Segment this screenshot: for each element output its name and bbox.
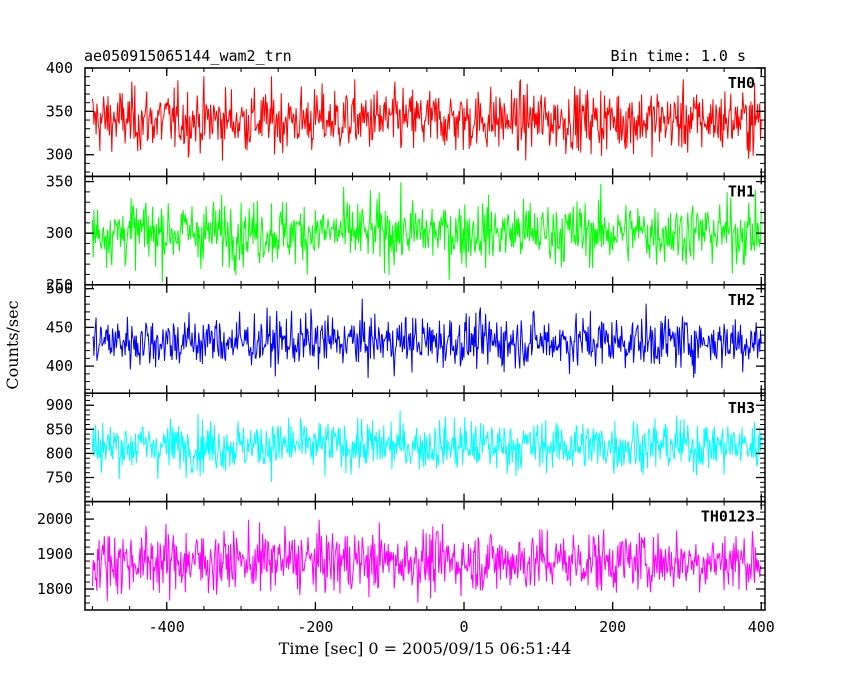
y-tick-label: 850: [46, 420, 73, 438]
series-line-th0123: [91, 519, 762, 603]
x-tick-label: 0: [460, 618, 469, 636]
x-tick-label: 400: [748, 618, 775, 636]
series-line-th1: [91, 182, 762, 283]
y-tick-label: 350: [46, 102, 73, 120]
panel-th2: 400 450 500 TH2: [46, 280, 766, 394]
y-axis-label: Counts/sec: [3, 300, 22, 389]
y-tick-label: 1800: [37, 580, 73, 598]
y-tick-label: 2000: [37, 510, 73, 528]
y-tick-label: 300: [46, 224, 73, 242]
x-axis: -400 -200 0 200 400: [149, 618, 775, 636]
y-tick-label: 800: [46, 444, 73, 462]
panel-th3: 750 800 850 900 TH3: [46, 392, 766, 503]
panel-th1: 250 300 350 TH1: [46, 173, 766, 294]
panel-th0123: 1800 1900 2000 TH0123: [37, 500, 766, 611]
y-tick-label: 400: [46, 357, 73, 375]
y-tick-label: 750: [46, 469, 73, 487]
y-tick-label: 1900: [37, 545, 73, 563]
y-tick-label: 500: [46, 280, 73, 298]
y-tick-label: 450: [46, 318, 73, 336]
panel-frame: [84, 500, 766, 611]
panel-label-th0: TH0: [728, 74, 755, 92]
chart-title: ae050915065144_wam2_trn: [84, 47, 292, 65]
y-tick-label: 300: [46, 146, 73, 164]
panel-label-th2: TH2: [728, 291, 755, 309]
bin-time-label: Bin time: 1.0 s: [611, 47, 746, 65]
y-tick-label: 350: [46, 173, 73, 191]
panel-th0: 300 350 400 TH0: [46, 59, 766, 178]
y-tick-label: 400: [46, 59, 73, 77]
panel-label-th0123: TH0123: [701, 508, 755, 526]
panel-label-th3: TH3: [728, 399, 755, 417]
x-axis-label: Time [sec] 0 = 2005/09/15 06:51:44: [279, 639, 572, 658]
series-line-th0: [91, 76, 762, 161]
x-tick-label: -400: [149, 618, 185, 636]
series-line-th3: [91, 410, 762, 483]
x-tick-label: -200: [297, 618, 333, 636]
panels-group: 300 350 400 TH0 250 300 350 TH1 400 450 500 TH2 750 8…: [37, 59, 766, 611]
panel-label-th1: TH1: [728, 182, 755, 200]
y-tick-label: 900: [46, 396, 73, 414]
x-tick-label: 200: [599, 618, 626, 636]
series-line-th2: [92, 298, 762, 379]
y-tick-label: 250: [46, 276, 73, 294]
